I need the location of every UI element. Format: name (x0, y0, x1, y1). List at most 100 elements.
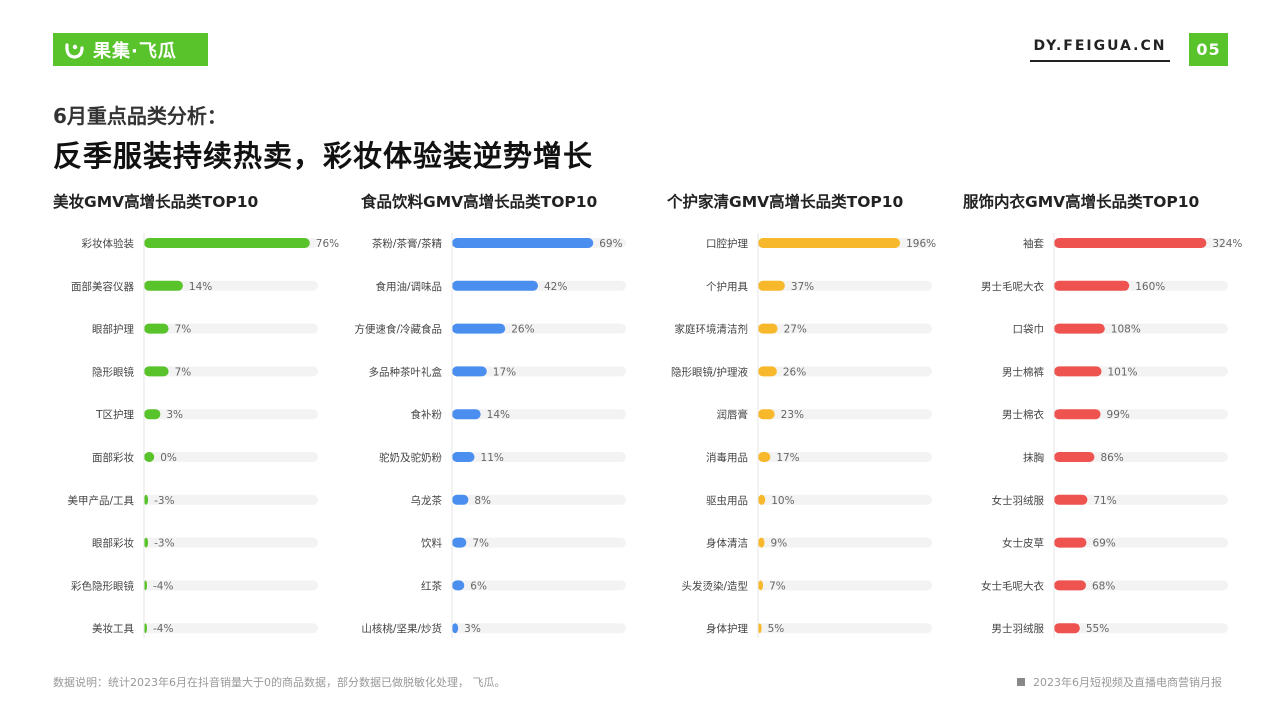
category-label: 面部美容仪器 (71, 280, 134, 293)
category-label: 美甲产品/工具 (67, 494, 134, 507)
bar-track (758, 323, 932, 334)
value-label: 7% (175, 324, 192, 336)
bar-row: 隐形眼镜/护理液 26% (671, 365, 932, 378)
category-label: 消毒用品 (706, 451, 748, 464)
category-label: 眼部彩妆 (92, 537, 134, 550)
bar (1054, 366, 1102, 377)
value-label: 17% (776, 452, 799, 464)
category-label: 食用油/调味品 (375, 280, 442, 293)
bar (758, 238, 901, 248)
page-subtitle: 6月重点品类分析： (53, 104, 227, 128)
bar-track (144, 494, 318, 505)
bar-row: 女士皮草 69% (1002, 537, 1228, 550)
value-label: 3% (464, 623, 481, 635)
category-label: 隐形眼镜/护理液 (671, 365, 749, 378)
bar-track (144, 623, 318, 634)
bar-row: 袖套 324% (1023, 237, 1242, 250)
category-label: T区护理 (95, 408, 134, 421)
value-label: -4% (153, 623, 173, 635)
value-label: 71% (1093, 495, 1116, 507)
bar (758, 623, 762, 634)
bar-track (144, 323, 318, 334)
category-label: 方便速食/冷藏食品 (354, 323, 442, 336)
category-label: 食补粉 (411, 408, 443, 421)
report-label: 2023年6月短视频及直播电商营销月报 (1033, 676, 1222, 689)
value-label: 8% (474, 495, 491, 507)
bar-track (1054, 494, 1228, 505)
bar-row: 女士羽绒服 71% (992, 494, 1228, 507)
bar (144, 494, 149, 505)
bar (144, 280, 183, 291)
bar-row: 身体清洁 9% (706, 537, 932, 550)
bar-row: 隐形眼镜 7% (92, 365, 318, 378)
value-label: 324% (1212, 238, 1242, 250)
chart-title: 食品饮料GMV高增长品类TOP10 (361, 193, 598, 211)
bar (452, 537, 467, 548)
bar-track (452, 409, 626, 420)
bar-track (144, 537, 318, 548)
bar-track (144, 580, 318, 591)
value-label: 68% (1092, 580, 1115, 592)
bar-row: 山核桃/坚果/炒货 3% (361, 622, 626, 635)
category-label: 男士羽绒服 (992, 622, 1045, 635)
category-label: 身体清洁 (706, 537, 748, 550)
bar (1054, 280, 1130, 291)
value-label: 10% (771, 495, 794, 507)
value-label: 7% (472, 538, 489, 550)
category-label: 家庭环境清洁剂 (675, 323, 749, 336)
value-label: 9% (771, 538, 788, 550)
bar-row: 口袋巾 108% (1013, 323, 1228, 336)
category-label: 袖套 (1023, 237, 1045, 250)
category-label: 女士皮草 (1002, 537, 1044, 550)
value-label: 55% (1086, 623, 1109, 635)
bar-track (452, 366, 626, 377)
category-label: 隐形眼镜 (92, 365, 134, 378)
value-label: 14% (487, 409, 510, 421)
logo-icon (65, 42, 84, 59)
category-label: 口腔护理 (706, 237, 748, 250)
bar-track (452, 494, 626, 505)
bar-track (758, 494, 932, 505)
data-note: 数据说明：统计2023年6月在抖音销量大于0的商品数据，部分数据已做脱敏化处理，… (53, 676, 506, 689)
chart-panel-beauty: 美妆GMV高增长品类TOP10 彩妆体验装 76% 面部美容仪器 14% 眼部护理 7% 隐… (53, 190, 353, 650)
category-label: 眼部护理 (92, 323, 134, 336)
value-label: 69% (599, 238, 622, 250)
bar-row: 茶粉/茶膏/茶精 69% (372, 237, 626, 250)
category-label: 男士毛呢大衣 (981, 280, 1044, 293)
bar-row: 男士毛呢大衣 160% (981, 280, 1228, 293)
chart-personal-care: 口腔护理 196% 个护用具 37% 家庭环境清洁剂 27% 隐形眼镜/护理液 26% 润唇膏 2… (671, 233, 936, 639)
bar-row: 驱虫用品 10% (706, 494, 932, 507)
category-label: 乌龙茶 (411, 494, 443, 507)
chart-panel-apparel: 服饰内衣GMV高增长品类TOP10 袖套 324% 男士毛呢大衣 160% 口袋巾 108… (963, 190, 1263, 650)
category-label: 头发烫染/造型 (681, 579, 748, 592)
bar (758, 366, 777, 377)
category-label: 润唇膏 (717, 408, 749, 421)
bar (1054, 623, 1080, 634)
bar-track (758, 366, 932, 377)
value-label: 37% (791, 281, 814, 293)
chart-apparel: 袖套 324% 男士毛呢大衣 160% 口袋巾 108% 男士棉裤 101% 男士棉衣 99% 抹胸… (981, 233, 1242, 639)
bar (1054, 537, 1087, 548)
bar-track (758, 280, 932, 291)
bar-row: 面部彩妆 0% (92, 451, 318, 464)
bar (144, 537, 149, 548)
value-label: 86% (1100, 452, 1123, 464)
bar (452, 238, 594, 248)
bar-track (144, 452, 318, 462)
category-label: 彩色隐形眼镜 (71, 579, 134, 592)
bar (758, 580, 764, 591)
category-label: 女士毛呢大衣 (981, 579, 1044, 592)
bar-track (144, 366, 318, 377)
bar (758, 280, 785, 291)
bar-row: 女士毛呢大衣 68% (981, 579, 1228, 592)
bar (144, 366, 169, 377)
chart-title: 美妆GMV高增长品类TOP10 (53, 193, 259, 211)
bar-row: 眼部彩妆 -3% (92, 537, 318, 550)
bar (452, 623, 459, 634)
value-label: 7% (769, 580, 786, 592)
value-label: 0% (160, 452, 177, 464)
bar (758, 452, 771, 462)
bar-row: 彩色隐形眼镜 -4% (71, 579, 318, 592)
bar (144, 623, 147, 634)
bar (452, 280, 538, 291)
